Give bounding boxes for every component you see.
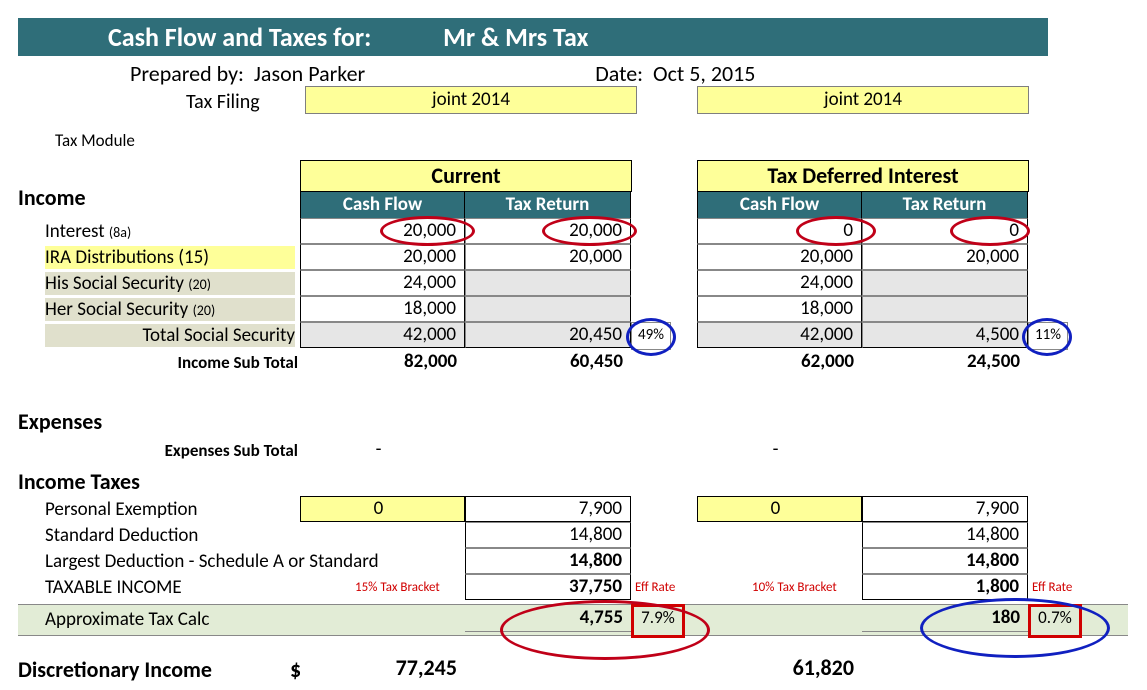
pct-eff-deferred: 0.7% (1028, 604, 1082, 638)
cell-total-ss-cf-current: 42,000 (300, 322, 465, 348)
expenses-sub-label: Expenses Sub Total (18, 440, 298, 461)
cell-ira-cf-deferred: 20,000 (697, 244, 862, 270)
cell-taxable-tr-current: 37,750 (465, 574, 631, 600)
tax-filing-label: Tax Filing (186, 90, 260, 114)
row-sd-label: Standard Deduction (45, 524, 198, 547)
tax-filing-deferred[interactable]: joint 2014 (697, 86, 1029, 114)
row-total-ss-label: Total Social Security (45, 324, 295, 347)
cell-ira-tr-deferred: 20,000 (862, 244, 1028, 270)
income-taxes-heading: Income Taxes (18, 468, 140, 495)
bracket-current: 15% Tax Bracket (355, 580, 440, 595)
date-label: Date: (595, 60, 643, 87)
tax-filing-current[interactable]: joint 2014 (305, 86, 637, 114)
cell-expenses-sub-current: - (300, 438, 465, 464)
cell-his-ss-cf-current: 24,000 (300, 270, 465, 296)
cell-total-ss-tr-deferred: 4,500 (862, 322, 1028, 348)
cell-ira-tr-current: 20,000 (465, 244, 631, 270)
cell-ira-cf-current: 20,000 (300, 244, 465, 270)
discretionary-heading: Discretionary Income (18, 656, 212, 683)
cell-sd-tr-deferred: 14,800 (862, 522, 1028, 548)
row-her-ss-label: Her Social Security (20) (45, 298, 295, 321)
row-his-ss-label: His Social Security (20) (45, 272, 295, 295)
cell-sd-tr-current: 14,800 (465, 522, 631, 548)
cell-her-ss-tr-deferred (862, 296, 1028, 322)
cell-interest-tr-current: 20,000 (465, 218, 631, 244)
cell-his-ss-cf-deferred: 24,000 (697, 270, 862, 296)
pct-total-ss-deferred: 11% (1028, 322, 1068, 350)
row-interest-label: Interest (8a) (45, 220, 131, 243)
title-prefix: Cash Flow and Taxes for: (108, 21, 371, 53)
prepared-line: Prepared by: Jason Parker Date: Oct 5, 2… (130, 60, 755, 87)
date-value: Oct 5, 2015 (653, 60, 755, 87)
eff-rate-label-deferred: Eff Rate (1032, 580, 1072, 595)
col-cashflow-deferred: Cash Flow (697, 192, 862, 218)
row-approx-label: Approximate Tax Calc (45, 608, 209, 631)
row-largest-label: Largest Deduction - Schedule A or Standa… (45, 550, 465, 573)
cell-his-ss-tr-deferred (862, 270, 1028, 296)
bracket-deferred: 10% Tax Bracket (752, 580, 837, 595)
cell-interest-cf-current: 20,000 (300, 218, 465, 244)
group-header-current: Current (300, 160, 632, 192)
cell-pe-cf-current[interactable]: 0 (300, 496, 465, 522)
cell-disc-deferred: 61,820 (697, 656, 862, 682)
eff-rate-label-current: Eff Rate (635, 580, 675, 595)
cell-largest-tr-current: 14,800 (465, 548, 631, 574)
cell-her-ss-cf-deferred: 18,000 (697, 296, 862, 322)
col-taxreturn-current: Tax Return (465, 192, 631, 218)
prepared-by-label: Prepared by: (130, 60, 244, 87)
cell-income-sub-tr-deferred: 24,500 (862, 350, 1028, 376)
cell-income-sub-tr-current: 60,450 (465, 350, 631, 376)
cell-disc-current: 77,245 (300, 656, 465, 682)
cell-taxable-tr-deferred: 1,800 (862, 574, 1028, 600)
col-taxreturn-deferred: Tax Return (862, 192, 1028, 218)
cell-approx-deferred: 180 (862, 606, 1028, 632)
pct-total-ss-current: 49% (631, 322, 671, 350)
cell-expenses-sub-deferred: - (697, 438, 862, 464)
tax-module-label: Tax Module (55, 130, 135, 151)
cell-interest-tr-deferred: 0 (862, 218, 1028, 244)
cell-pe-tr-current: 7,900 (465, 496, 631, 522)
cell-total-ss-tr-current: 20,450 (465, 322, 631, 348)
group-header-deferred: Tax Deferred Interest (697, 160, 1029, 192)
client-name: Mr & Mrs Tax (443, 21, 588, 53)
row-ira-label: IRA Distributions (15) (45, 246, 295, 269)
prepared-by-value: Jason Parker (254, 60, 365, 87)
row-taxable-label: TAXABLE INCOME (45, 576, 182, 599)
cell-income-sub-cf-deferred: 62,000 (697, 350, 862, 376)
cell-total-ss-cf-deferred: 42,000 (697, 322, 862, 348)
title-banner: Cash Flow and Taxes for: Mr & Mrs Tax (18, 18, 1048, 56)
cell-largest-tr-deferred: 14,800 (862, 548, 1028, 574)
col-cashflow-current: Cash Flow (300, 192, 465, 218)
income-heading: Income (18, 184, 86, 211)
cell-her-ss-cf-current: 18,000 (300, 296, 465, 322)
cell-her-ss-tr-current (465, 296, 631, 322)
cell-income-sub-cf-current: 82,000 (300, 350, 465, 376)
cell-interest-cf-deferred: 0 (697, 218, 862, 244)
row-pe-label: Personal Exemption (45, 498, 198, 521)
cell-approx-current: 4,755 (465, 606, 631, 632)
income-sub-label: Income Sub Total (18, 352, 298, 373)
expenses-heading: Expenses (18, 408, 102, 435)
cell-pe-tr-deferred: 7,900 (862, 496, 1028, 522)
pct-eff-current: 7.9% (631, 604, 685, 638)
cell-his-ss-tr-current (465, 270, 631, 296)
cell-pe-cf-deferred[interactable]: 0 (697, 496, 862, 522)
